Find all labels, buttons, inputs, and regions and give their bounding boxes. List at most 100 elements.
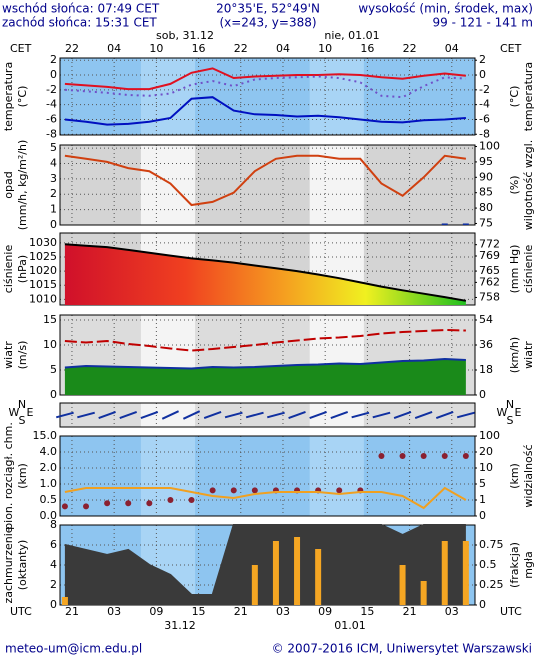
data-line [64,154,467,207]
y-tick-label: 1015 [29,278,57,291]
date-top: sob, 31.12 [156,29,214,42]
data-dot [251,487,258,494]
data-area-edge [64,243,467,302]
data-line [64,486,467,510]
x-tick-label-utc: 15 [360,605,374,618]
y-tick-label: 1010 [29,292,57,305]
y2-axis-title: (%) [508,175,521,194]
x-tick-label-cet: 22 [65,42,79,55]
y-tick-label: 0 [50,598,57,611]
data-dot [209,487,216,494]
y-axis-title: (hPa) [16,255,29,283]
compass-label: N [18,398,26,411]
data-bar [441,541,448,605]
y-tick-label: 1 [50,203,57,216]
x-tick-label-utc: 03 [445,605,459,618]
y2-axis-title: mgła [522,551,535,579]
data-dot [125,500,132,507]
panel-frame [59,402,476,428]
y-tick-label: 5 [50,141,57,154]
data-bar [251,565,258,605]
y2-axis-title: (km/h) [508,337,521,373]
y-axis-title: (m/s) [16,341,29,370]
y2-axis-title: ciśnienie [522,245,535,294]
data-bar [462,223,469,225]
y2-axis-title: (°C) [508,86,521,108]
y-tick-label: 15 [43,313,57,326]
y-tick-label: 0.0 [40,509,58,522]
wind-arrow [456,411,475,419]
compass-label: W [9,406,20,419]
y-tick-label: 4 [50,558,57,571]
data-line [64,96,466,126]
y2-tick-label: 75 [479,216,493,229]
y2-tick-label: 100 [479,429,500,442]
y-tick-label: 4 [50,156,57,169]
y-tick-label: 0 [50,388,57,401]
height-title: wysokość (min, środek, max) [358,2,533,16]
y-tick-label: 2.0 [40,461,58,474]
data-dot [167,497,174,503]
y-axis-title: pion. rozciągł. chm. [2,422,15,530]
data-dot [399,453,406,459]
panel-frame [59,144,476,226]
y-axis-title: (mm/h, kg/m²/h) [16,140,29,231]
height-values: 99 - 121 - 141 m [433,16,534,30]
y-tick-label: -2 [46,83,57,96]
y-axis-title: zachmurzenie [2,526,15,603]
y-tick-label: 3 [50,172,57,185]
y-tick-label: -8 [46,127,57,140]
y-axis-title: (oktanty) [16,540,29,591]
x-tick-label-cet: 22 [403,42,417,55]
y2-tick-label: 10 [479,461,493,474]
data-bar [420,581,427,605]
panel-frame [59,57,476,136]
y-tick-label: 1020 [29,264,57,277]
x-tick-label-utc: 09 [318,605,332,618]
panel-bg [60,403,475,427]
sunrise: wschód słońca: 07:49 CET [2,2,160,16]
wind-arrow [161,410,180,420]
y2-tick-label: 36 [479,338,493,351]
y-tick-label: 1.0 [40,477,58,490]
y-tick-label: 5 [50,363,57,376]
copyright: © 2007-2016 ICM, Uniwersytet Warszawski [272,642,532,656]
date-bottom: 01.01 [334,619,366,632]
panel-bg [60,145,475,225]
panel-bg [60,436,475,516]
compass-label: S [19,414,26,427]
wind-arrow [140,410,159,420]
data-dot [378,453,385,459]
wind-arrow [245,411,264,419]
date-bottom: 31.12 [164,619,196,632]
compass-label: N [506,398,514,411]
y2-tick-label: 0 [479,68,486,81]
data-bar [462,541,469,605]
data-area [64,525,466,605]
y2-tick-label: 90 [479,170,493,183]
wind-arrow [77,411,95,419]
y2-tick-label: 0.25 [479,578,504,591]
compass-label: E [27,406,34,419]
data-dot [336,487,343,494]
y2-axis-title: (frakcja) [508,542,521,588]
y2-tick-label: 54 [479,313,493,326]
y-axis-title: ciśnienie [2,245,15,294]
y-tick-label: 1025 [29,250,57,263]
daylight [309,145,364,225]
y-tick-label: 2 [50,187,57,200]
y-tick-label: 8 [50,518,57,531]
compass-label: W [497,406,508,419]
y2-tick-label: 0.5 [479,558,497,571]
data-bar [399,565,406,605]
y2-axis-title: (km) [508,463,521,489]
x-tick-label-cet: 10 [318,42,332,55]
y2-tick-label: 769 [479,249,500,262]
sunset: zachód słońca: 15:31 CET [2,16,157,30]
x-tick-label-cet: 04 [276,42,290,55]
daylight [309,58,364,135]
x-tick-label-utc: 15 [192,605,206,618]
y-axis-title: wiatr [2,341,15,369]
wind-arrow [266,411,285,419]
